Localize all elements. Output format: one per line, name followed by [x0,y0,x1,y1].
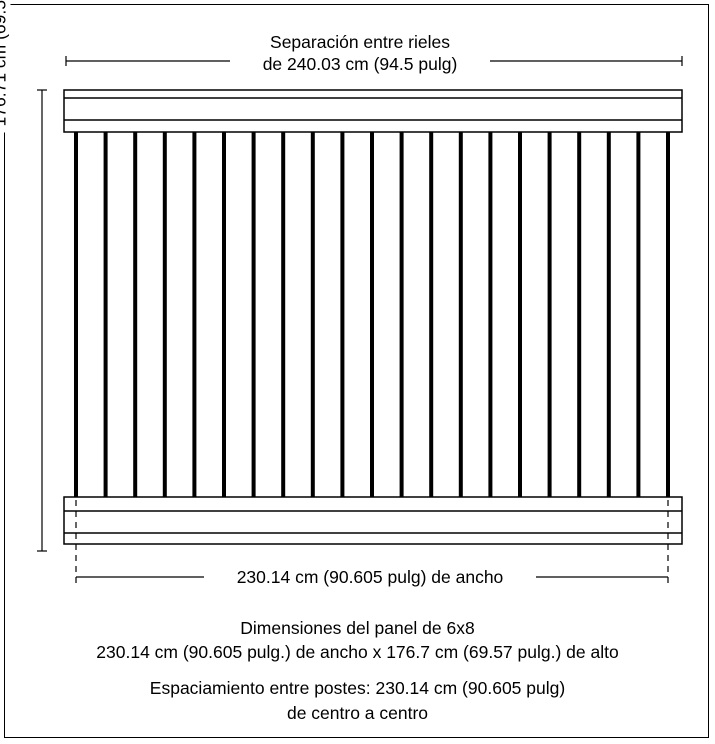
picket [370,132,374,497]
picket [458,132,463,497]
picket [103,132,108,497]
height-label: 176.71 cm (69.57 pulg) de altura [0,0,11,133]
top-rail [63,89,683,133]
picket [577,132,582,497]
picket [281,132,286,497]
picket [488,132,493,497]
caption-post-spacing: Espaciamiento entre postes: 230.14 cm (9… [149,678,566,698]
picket [666,132,670,497]
width-label: 230.14 cm (90.605 pulg) de ancho [204,566,536,588]
pickets [74,132,670,497]
bottom-rail [63,496,683,545]
rail-spacing-line1: Separación entre rieles [270,32,450,52]
picket [340,132,345,497]
picket [251,132,256,497]
height-dimension-line [37,89,47,552]
caption-post-spacing-2: de centro a centro [286,703,429,723]
caption-title: Dimensiones del panel de 6x8 [240,618,475,638]
rail-spacing-line2: de 240.03 cm (94.5 pulg) [262,54,458,74]
diagram-frame [4,4,709,738]
picket [399,132,404,497]
picket [606,132,611,497]
picket [429,132,434,497]
picket [222,132,226,497]
rail-spacing-label: Separación entre rieles de 240.03 cm (94… [230,31,490,75]
picket [192,132,197,497]
picket [133,132,138,497]
post-centerlines [75,500,669,586]
caption-dimensions: 230.14 cm (90.605 pulg.) de ancho x 176.… [96,642,619,662]
picket [74,132,78,497]
picket [636,132,641,497]
picket [310,132,315,497]
picket [547,132,552,497]
picket [162,132,167,497]
picket [518,132,522,497]
